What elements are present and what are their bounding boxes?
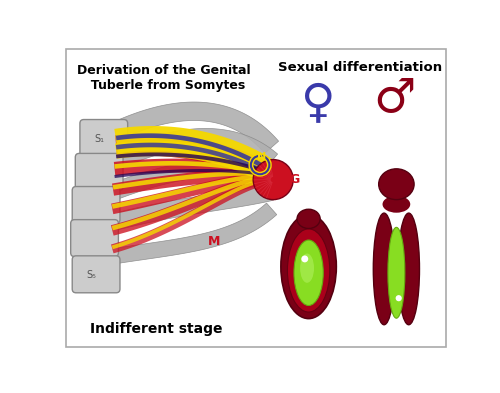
Text: ♂: ♂ [374,77,416,122]
Polygon shape [114,159,267,181]
Ellipse shape [288,229,330,312]
Ellipse shape [253,160,293,200]
FancyBboxPatch shape [72,256,120,293]
Ellipse shape [382,196,410,213]
Polygon shape [114,169,268,178]
Polygon shape [116,152,268,174]
Ellipse shape [388,227,405,318]
Polygon shape [111,174,266,236]
Text: Derivation of the Genital
  Tuberle from Somytes: Derivation of the Genital Tuberle from S… [77,64,250,92]
Polygon shape [112,171,266,189]
Circle shape [396,295,402,301]
Text: N: N [257,152,266,162]
Ellipse shape [297,209,320,228]
Ellipse shape [398,213,419,325]
Polygon shape [111,173,266,214]
Text: G: G [290,173,300,186]
Polygon shape [114,102,278,153]
Text: ♀: ♀ [300,83,335,127]
Polygon shape [114,161,266,176]
Ellipse shape [378,169,414,200]
Polygon shape [111,129,278,169]
Polygon shape [110,184,274,231]
Polygon shape [116,133,268,171]
Ellipse shape [300,253,314,283]
Text: Sexual differentiation: Sexual differentiation [278,61,442,74]
Polygon shape [111,176,266,253]
Polygon shape [116,143,268,176]
Ellipse shape [294,240,323,305]
Polygon shape [112,176,266,230]
Text: S₁: S₁ [94,134,104,144]
Polygon shape [110,203,277,264]
Ellipse shape [374,213,395,325]
Polygon shape [115,134,270,182]
Ellipse shape [281,215,336,319]
FancyBboxPatch shape [70,220,118,257]
Polygon shape [114,126,274,181]
Polygon shape [115,141,271,183]
FancyBboxPatch shape [76,153,123,190]
Text: Indifferent stage: Indifferent stage [90,322,222,336]
Polygon shape [112,174,266,209]
Polygon shape [112,169,266,196]
Text: S₅: S₅ [86,270,97,280]
Polygon shape [110,159,274,200]
Text: M: M [208,235,220,248]
FancyBboxPatch shape [80,119,128,156]
Circle shape [302,255,308,263]
FancyBboxPatch shape [72,187,120,224]
Polygon shape [112,178,266,249]
